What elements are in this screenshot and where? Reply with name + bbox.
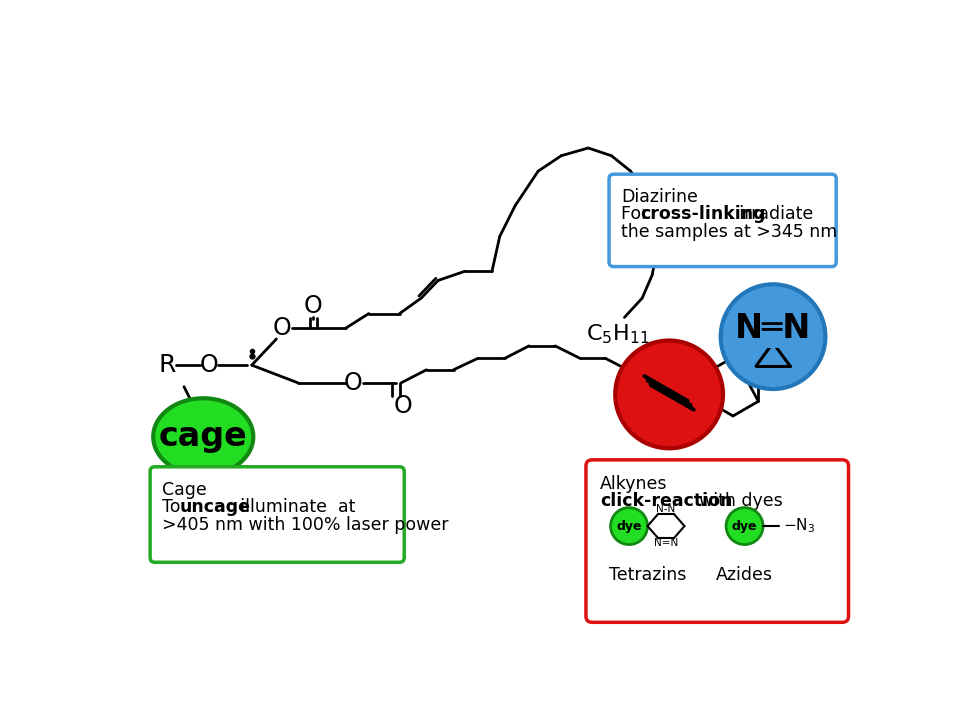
Text: R: R	[158, 353, 176, 377]
Text: Diazirine: Diazirine	[621, 188, 698, 206]
Text: : illuminate  at: : illuminate at	[229, 498, 356, 516]
Text: with dyes: with dyes	[687, 492, 782, 510]
Text: To: To	[162, 498, 186, 516]
Text: cross-linking: cross-linking	[640, 205, 766, 223]
FancyBboxPatch shape	[609, 174, 836, 266]
Text: N-N: N-N	[657, 504, 676, 514]
Text: Tetrazins: Tetrazins	[609, 566, 686, 584]
Text: For: For	[621, 205, 654, 223]
Text: cage: cage	[158, 420, 248, 454]
Text: the samples at >345 nm: the samples at >345 nm	[621, 223, 838, 241]
Text: $-$N$_3$: $-$N$_3$	[783, 517, 815, 536]
FancyBboxPatch shape	[150, 467, 404, 562]
Circle shape	[721, 284, 826, 389]
Text: O: O	[344, 371, 363, 395]
Text: O: O	[304, 294, 323, 318]
Text: C$_5$H$_{11}$: C$_5$H$_{11}$	[586, 323, 649, 346]
Text: O: O	[394, 394, 413, 418]
Text: : irradiate: : irradiate	[728, 205, 813, 223]
Circle shape	[726, 508, 763, 544]
Text: dye: dye	[732, 520, 757, 533]
Text: N=N: N=N	[654, 538, 678, 548]
Text: dye: dye	[616, 520, 642, 533]
Circle shape	[615, 341, 723, 449]
Text: N: N	[773, 315, 799, 343]
Text: Alkynes: Alkynes	[600, 475, 667, 493]
Text: N═N: N═N	[734, 312, 811, 346]
Text: N: N	[748, 315, 773, 343]
Text: click-reaction: click-reaction	[600, 492, 732, 510]
Circle shape	[611, 508, 648, 544]
Text: Azides: Azides	[716, 566, 773, 584]
Text: O: O	[200, 353, 218, 377]
Ellipse shape	[154, 398, 253, 475]
FancyBboxPatch shape	[586, 460, 849, 622]
Text: N═N: N═N	[734, 312, 811, 346]
Text: uncage: uncage	[180, 498, 251, 516]
Text: O: O	[273, 316, 291, 340]
Text: >405 nm with 100% laser power: >405 nm with 100% laser power	[162, 516, 449, 534]
Text: Cage: Cage	[162, 481, 207, 499]
